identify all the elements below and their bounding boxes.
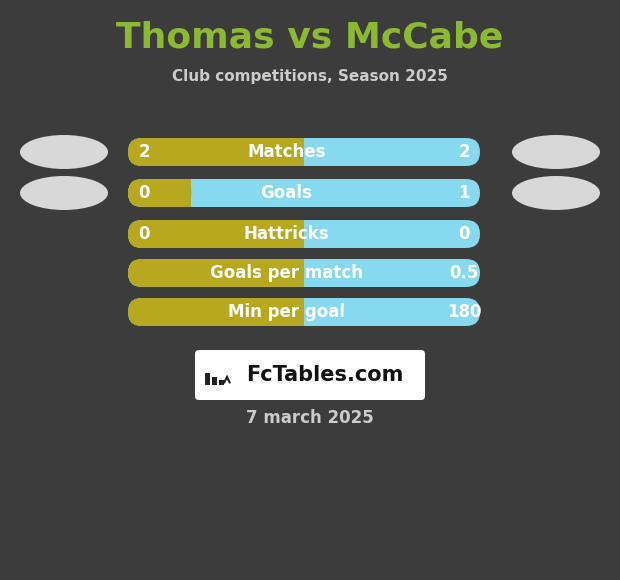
FancyBboxPatch shape xyxy=(128,298,304,326)
FancyBboxPatch shape xyxy=(128,259,480,287)
FancyBboxPatch shape xyxy=(128,138,480,166)
Text: 0: 0 xyxy=(138,184,150,202)
Text: Goals per match: Goals per match xyxy=(210,264,363,282)
FancyBboxPatch shape xyxy=(128,259,304,287)
Bar xyxy=(290,138,304,166)
Text: FcTables.com: FcTables.com xyxy=(246,365,404,385)
Text: 7 march 2025: 7 march 2025 xyxy=(246,409,374,427)
Ellipse shape xyxy=(512,135,600,169)
Ellipse shape xyxy=(20,176,108,210)
Text: 2: 2 xyxy=(138,143,150,161)
Bar xyxy=(177,179,192,207)
Bar xyxy=(290,259,304,287)
Text: Min per goal: Min per goal xyxy=(228,303,345,321)
Text: Hattricks: Hattricks xyxy=(244,225,329,243)
Text: 0.5: 0.5 xyxy=(450,264,479,282)
Bar xyxy=(290,298,304,326)
Ellipse shape xyxy=(512,176,600,210)
FancyBboxPatch shape xyxy=(128,298,480,326)
Text: 1: 1 xyxy=(458,184,470,202)
Bar xyxy=(290,220,304,248)
Bar xyxy=(212,377,217,385)
FancyBboxPatch shape xyxy=(195,350,425,400)
FancyBboxPatch shape xyxy=(128,220,480,248)
Text: 0: 0 xyxy=(458,225,470,243)
Text: Goals: Goals xyxy=(260,184,312,202)
Ellipse shape xyxy=(20,135,108,169)
FancyBboxPatch shape xyxy=(128,179,192,207)
Text: 180: 180 xyxy=(447,303,481,321)
Text: Matches: Matches xyxy=(247,143,326,161)
FancyBboxPatch shape xyxy=(128,138,304,166)
Bar xyxy=(219,380,224,385)
Text: Thomas vs McCabe: Thomas vs McCabe xyxy=(117,21,503,55)
Text: 2: 2 xyxy=(458,143,470,161)
Bar xyxy=(205,373,210,385)
Text: Club competitions, Season 2025: Club competitions, Season 2025 xyxy=(172,68,448,84)
FancyBboxPatch shape xyxy=(128,220,304,248)
Text: 0: 0 xyxy=(138,225,150,243)
FancyBboxPatch shape xyxy=(128,179,480,207)
